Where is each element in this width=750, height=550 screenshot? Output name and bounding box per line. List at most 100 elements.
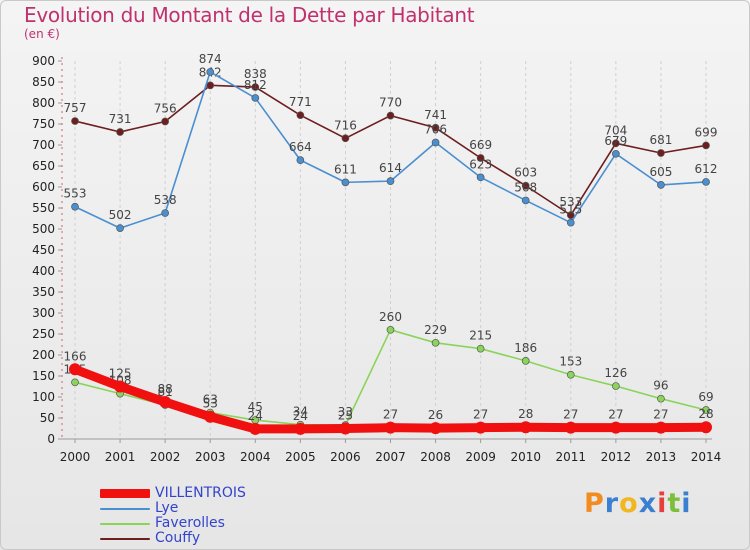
- y-tick-label: 800: [32, 96, 55, 110]
- y-tick-label: 200: [32, 348, 55, 362]
- data-point-lye-2009: [476, 173, 485, 182]
- data-point-villentrois-2004: [249, 422, 262, 435]
- data-point-couffy-2011: [566, 211, 575, 219]
- data-label-faverolles-2010: 186: [514, 341, 537, 355]
- data-label-faverolles-2002: 81: [158, 385, 173, 399]
- data-point-lye-2007: [386, 177, 395, 185]
- data-point-couffy-2014: [702, 141, 710, 150]
- data-label-lye-2005: 664: [289, 140, 312, 154]
- data-point-couffy-2000: [71, 117, 79, 125]
- logo-letter: i: [657, 488, 668, 519]
- legend-swatch-villentrois: [100, 489, 150, 498]
- y-tick-label: 600: [32, 180, 55, 194]
- y-tick-label: 500: [32, 222, 55, 236]
- data-label-couffy-2008: 741: [424, 108, 447, 122]
- y-tick-label: 650: [32, 159, 55, 173]
- data-label-faverolles-2013: 96: [653, 379, 668, 393]
- data-point-villentrois-2012: [609, 421, 622, 434]
- data-point-lye-2013: [657, 181, 665, 189]
- logo-letter: i: [681, 488, 692, 519]
- data-label-faverolles-2003: 63: [203, 393, 218, 407]
- data-point-villentrois-2010: [519, 421, 532, 434]
- data-label-faverolles-2007: 260: [379, 310, 402, 324]
- data-label-faverolles-2005: 34: [293, 405, 308, 419]
- data-label-villentrois-2003: 53: [203, 397, 218, 411]
- x-tick-label: 2002: [150, 450, 181, 464]
- x-tick-label: 2009: [465, 450, 496, 464]
- y-tick-label: 50: [40, 411, 55, 425]
- y-tick-label: 0: [47, 432, 55, 446]
- data-point-couffy-2003: [206, 81, 215, 90]
- legend-swatch-couffy: [100, 538, 150, 540]
- data-point-couffy-2006: [341, 134, 350, 143]
- data-point-faverolles-2008: [431, 338, 440, 347]
- data-label-lye-2003: 874: [199, 52, 222, 66]
- legend-label: Faverolles: [155, 515, 225, 531]
- chart-subtitle: (en €): [24, 27, 60, 41]
- data-label-couffy-2005: 771: [289, 95, 312, 109]
- data-point-villentrois-2003: [204, 410, 217, 423]
- data-point-lye-2011: [566, 218, 575, 227]
- x-tick-label: 2010: [510, 450, 541, 464]
- data-label-faverolles-2011: 153: [559, 355, 582, 369]
- data-label-villentrois-2007: 27: [383, 408, 398, 422]
- x-tick-label: 2004: [240, 450, 271, 464]
- x-tick-label: 2011: [556, 450, 587, 464]
- logo-letter: x: [638, 488, 658, 519]
- data-label-villentrois-2008: 26: [428, 408, 443, 422]
- data-label-lye-2006: 611: [334, 162, 357, 176]
- data-label-lye-2014: 612: [695, 162, 718, 176]
- y-tick-label: 750: [32, 117, 55, 131]
- y-tick-label: 450: [32, 243, 55, 257]
- data-point-villentrois-2011: [564, 421, 577, 434]
- y-tick-label: 250: [32, 327, 55, 341]
- data-point-faverolles-2000: [71, 378, 79, 387]
- x-tick-label: 2012: [601, 450, 632, 464]
- data-label-lye-2011: 515: [559, 203, 582, 217]
- data-label-villentrois-2011: 27: [563, 408, 578, 422]
- x-tick-label: 2000: [60, 450, 91, 464]
- data-point-villentrois-2007: [384, 421, 397, 434]
- data-point-villentrois-2006: [339, 422, 352, 435]
- y-tick-label: 300: [32, 306, 55, 320]
- x-tick-label: 2005: [285, 450, 316, 464]
- data-point-faverolles-2013: [657, 394, 665, 403]
- data-point-couffy-2001: [116, 128, 124, 136]
- data-label-couffy-2000: 757: [64, 101, 87, 115]
- data-label-villentrois-2010: 28: [518, 407, 533, 421]
- y-tick-label: 350: [32, 285, 55, 299]
- y-tick-label: 100: [32, 390, 55, 404]
- data-label-faverolles-2009: 215: [469, 329, 492, 343]
- x-tick-label: 2014: [691, 450, 722, 464]
- data-label-couffy-2009: 669: [469, 138, 492, 152]
- data-label-lye-2013: 605: [649, 165, 672, 179]
- data-label-faverolles-2006: 33: [338, 405, 353, 419]
- data-point-couffy-2010: [521, 181, 530, 190]
- data-label-faverolles-2014: 69: [698, 390, 713, 404]
- data-point-villentrois-2002: [159, 396, 172, 409]
- data-point-lye-2005: [296, 156, 305, 164]
- x-tick-label: 2007: [375, 450, 406, 464]
- data-point-faverolles-2010: [521, 357, 530, 365]
- data-label-couffy-2012: 704: [604, 123, 627, 137]
- chart-title: Evolution du Montant de la Dette par Hab…: [24, 3, 475, 27]
- data-point-villentrois-2000: [69, 363, 81, 376]
- data-label-lye-2000: 553: [64, 187, 87, 201]
- x-tick-label: 2008: [420, 450, 451, 464]
- data-point-lye-2006: [341, 178, 350, 187]
- data-label-couffy-2007: 770: [379, 96, 402, 110]
- proxiti-logo: Proxiti: [584, 488, 692, 519]
- data-point-couffy-2007: [386, 111, 395, 120]
- data-point-lye-2012: [612, 149, 620, 158]
- data-point-lye-2003: [206, 68, 215, 76]
- y-tick-label: 400: [32, 264, 55, 278]
- data-label-couffy-2011: 533: [559, 195, 582, 209]
- legend-swatch-lye: [100, 508, 150, 510]
- data-point-couffy-2005: [296, 111, 305, 120]
- data-point-lye-2010: [521, 196, 530, 205]
- legend-label: Lye: [155, 500, 179, 516]
- data-label-couffy-2004: 838: [244, 67, 267, 81]
- legend-swatch-faverolles: [100, 523, 150, 525]
- data-label-couffy-2006: 716: [334, 118, 357, 132]
- y-tick-label: 850: [32, 75, 55, 89]
